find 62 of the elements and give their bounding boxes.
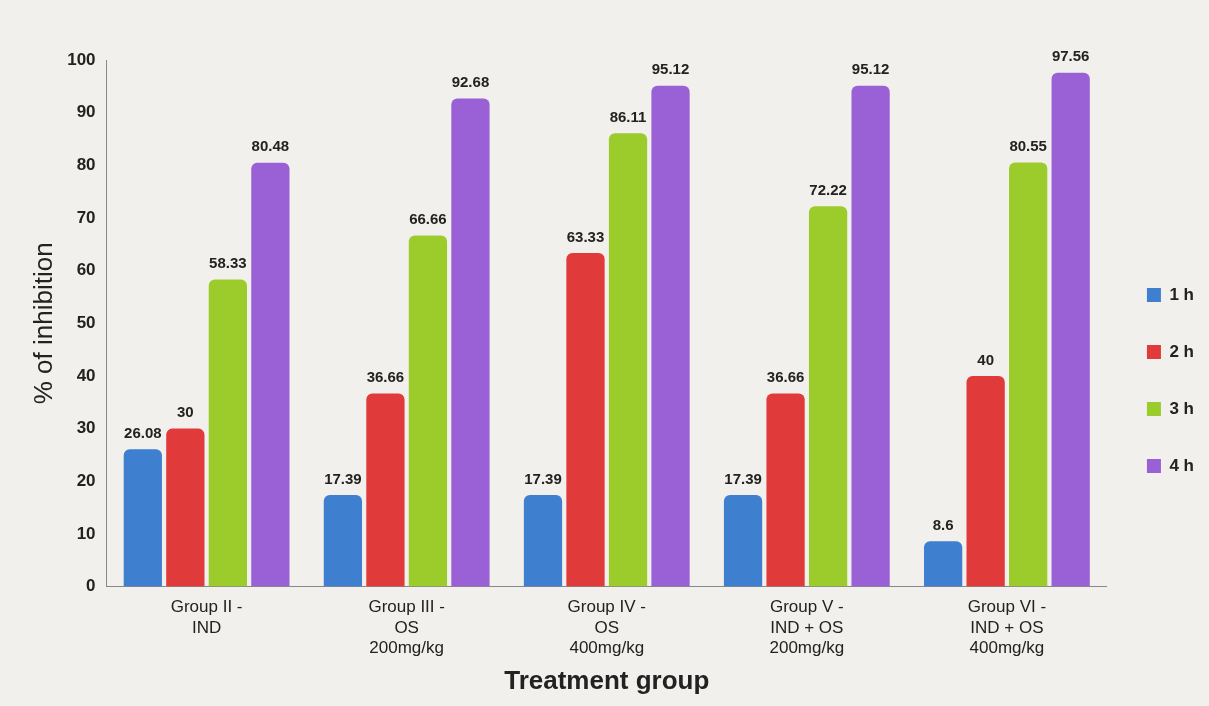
bar: [1051, 72, 1090, 587]
data-label: 97.56: [1051, 47, 1090, 65]
x-tick-label: Group IV - OS 400mg/kg: [567, 597, 646, 658]
x-tick-label: Group III - OS 200mg/kg: [368, 597, 445, 658]
data-label: 36.66: [766, 368, 805, 386]
data-label: 80.48: [251, 137, 290, 155]
y-tick-label: 100: [67, 49, 96, 69]
data-label: 92.68: [451, 73, 490, 91]
bar: [1009, 162, 1048, 587]
bar: [123, 449, 162, 587]
data-label: 26.08: [124, 423, 162, 441]
legend-label: 2 h: [1169, 341, 1194, 361]
y-tick-label: 30: [76, 418, 96, 438]
bar: [808, 206, 848, 587]
data-label: 30: [177, 403, 194, 421]
data-label: 72.22: [809, 180, 847, 198]
data-label: 17.39: [524, 469, 562, 487]
y-tick-label: 90: [76, 102, 96, 122]
data-label: 17.39: [724, 469, 762, 487]
bar: [366, 393, 405, 587]
bar: [208, 279, 247, 587]
y-axis-title: % of inhibition: [27, 242, 58, 405]
bar: [566, 253, 605, 587]
bar: [851, 85, 890, 587]
data-label: 86.11: [609, 107, 647, 125]
data-label: 80.55: [1009, 137, 1047, 155]
x-tick-label: Group VI - IND + OS 400mg/kg: [967, 597, 1047, 658]
y-tick-label: 50: [76, 312, 96, 332]
legend-label: 1 h: [1169, 284, 1194, 304]
y-tick-label: 60: [76, 260, 96, 280]
bar: [408, 235, 448, 587]
bar: [766, 393, 805, 587]
bar: [924, 541, 963, 587]
y-tick-label: 70: [76, 207, 96, 227]
y-tick-label: 80: [76, 155, 96, 175]
data-label: 66.66: [409, 210, 447, 228]
bar: [166, 428, 205, 587]
data-label: 40: [977, 350, 994, 368]
bar: [651, 85, 690, 587]
y-tick-label: 40: [76, 365, 96, 385]
data-label: 17.39: [324, 469, 362, 487]
y-tick-label: 0: [86, 576, 96, 596]
legend-label: 4 h: [1169, 455, 1194, 475]
data-label: 8.6: [932, 515, 954, 533]
data-label: 63.33: [566, 227, 605, 245]
bar: [523, 495, 563, 587]
bar: [966, 375, 1005, 587]
data-label: 95.12: [851, 60, 890, 78]
bar: [251, 162, 290, 587]
bar: [323, 495, 363, 587]
bar: [608, 133, 648, 587]
data-label: 95.12: [651, 60, 690, 78]
data-label: 58.33: [209, 254, 247, 272]
x-axis-title: Treatment group: [504, 664, 710, 695]
x-tick-label: Group V - IND + OS 200mg/kg: [769, 597, 845, 658]
x-tick-label: Group II - IND: [170, 597, 243, 637]
data-label: 36.66: [366, 368, 405, 386]
legend-label: 3 h: [1169, 398, 1194, 418]
y-tick-label: 10: [76, 523, 96, 543]
y-tick-label: 20: [76, 470, 96, 490]
bar: [451, 98, 490, 587]
bar: [723, 495, 763, 587]
